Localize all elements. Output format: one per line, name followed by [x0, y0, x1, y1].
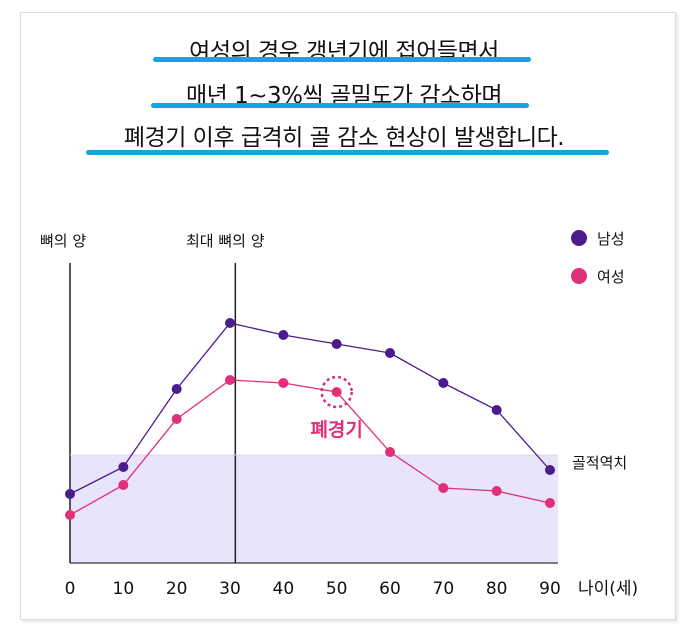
threshold-region [70, 455, 558, 563]
legend-male-label: 남성 [597, 230, 625, 248]
headline-line-3: 폐경기 이후 급격히 골 감소 현상이 발생합니다. [123, 125, 565, 151]
x-tick-label: 30 [219, 579, 241, 599]
data-point-female-20 [171, 414, 182, 424]
data-point-female-0 [65, 510, 75, 520]
data-point-female-40 [278, 378, 289, 388]
y-axis-label: 뼈의 양 [40, 232, 86, 250]
data-point-female-50 [331, 387, 342, 397]
threshold-label: 골적역치 [572, 454, 627, 472]
x-tick-label: 40 [273, 579, 295, 599]
series-line-female [69, 379, 551, 516]
data-point-male-30 [225, 318, 235, 328]
menopause-label: 폐경기 [310, 419, 362, 441]
data-point-male-0 [65, 489, 75, 499]
x-tick-label: 0 [65, 579, 76, 599]
peak-marker-label: 최대 뼈의 양 [186, 232, 265, 250]
x-tick-label: 90 [539, 579, 561, 599]
headline-underline-1 [153, 57, 531, 62]
data-point-male-90 [545, 465, 555, 475]
data-point-female-30 [225, 375, 235, 385]
headline-underline-2 [151, 103, 529, 108]
data-point-female-80 [491, 486, 502, 496]
data-point-male-20 [171, 384, 182, 394]
data-point-female-10 [118, 480, 129, 490]
legend-female-label: 여성 [597, 268, 625, 286]
card-frame [20, 12, 676, 620]
x-tick-label: 60 [379, 579, 401, 599]
data-point-male-50 [331, 339, 342, 349]
data-point-male-10 [118, 462, 129, 472]
x-tick-label: 70 [433, 579, 455, 599]
headline-underline-3 [86, 150, 609, 155]
x-tick-label: 20 [166, 579, 188, 599]
legend-female-marker [571, 268, 587, 284]
data-point-female-70 [438, 483, 449, 493]
data-point-male-70 [438, 378, 449, 388]
x-tick-label: 10 [113, 579, 135, 599]
series-line-male [69, 322, 551, 495]
x-tick-label: 50 [326, 579, 348, 599]
legend-male-marker [571, 230, 587, 246]
data-point-male-40 [278, 330, 289, 340]
x-tick-label: 80 [486, 579, 508, 599]
data-point-female-90 [545, 498, 555, 508]
data-point-male-60 [385, 348, 395, 358]
menopause-highlight-circle [320, 375, 353, 409]
data-point-female-60 [385, 447, 395, 457]
data-point-male-80 [491, 405, 502, 415]
x-axis-label: 나이(세) [578, 579, 638, 599]
